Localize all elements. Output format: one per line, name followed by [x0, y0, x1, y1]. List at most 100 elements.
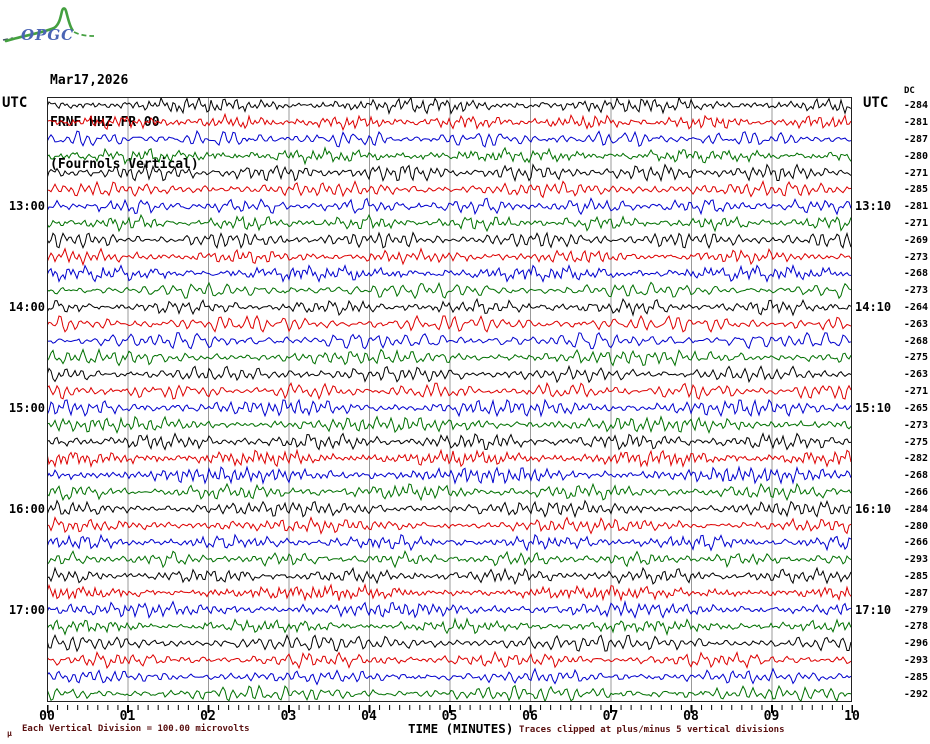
seismic-trace-row-16	[46, 364, 852, 384]
dc-offset-value-row-1: -281	[903, 117, 928, 129]
dc-offset-value-row-0: -284	[903, 100, 928, 112]
dc-offset-value-row-24: -284	[903, 503, 928, 515]
dc-offset-value-row-15: -275	[903, 352, 928, 364]
right-hour-label-14:10: 14:10	[855, 300, 892, 315]
seismic-trace-row-24	[46, 499, 852, 519]
seismic-trace-row-4	[46, 163, 852, 183]
seismic-trace-row-22	[46, 465, 852, 485]
seismogram-plot-area	[46, 95, 852, 703]
seismic-trace-row-8	[46, 231, 852, 250]
vertical-scale-note: Each Vertical Division = 100.00 microvol…	[22, 724, 250, 734]
seismic-trace-row-9	[46, 247, 852, 267]
plot-frame	[47, 97, 852, 702]
dc-offset-value-row-23: -266	[903, 486, 928, 498]
seismic-trace-row-28	[46, 566, 852, 586]
seismic-trace-row-10	[46, 263, 852, 283]
dc-offset-value-row-21: -282	[903, 453, 928, 465]
x-tick-label-06: 06	[522, 709, 538, 724]
dc-offset-value-row-9: -273	[903, 251, 928, 263]
x-axis-title: TIME (MINUTES)	[408, 721, 514, 736]
x-tick-label-07: 07	[602, 709, 619, 724]
seismic-trace-row-30	[46, 599, 852, 619]
dc-offset-value-row-14: -268	[903, 335, 928, 347]
dc-offset-value-row-8: -269	[903, 234, 928, 246]
dc-offset-value-row-17: -271	[903, 386, 928, 398]
dc-offset-value-row-6: -281	[903, 201, 928, 213]
microvolt-glyph: μ	[7, 729, 12, 738]
left-hour-label-14:00: 14:00	[8, 300, 45, 315]
dc-offset-value-row-34: -285	[903, 671, 928, 683]
seismic-trace-row-35	[46, 684, 852, 703]
dc-column-header: DC	[904, 86, 915, 96]
dc-offset-value-row-20: -275	[903, 436, 928, 448]
seismic-trace-row-18	[46, 398, 852, 418]
seismic-trace-row-31	[46, 617, 852, 637]
seismic-trace-row-23	[46, 482, 852, 502]
x-tick-label-02: 02	[200, 709, 216, 724]
seismic-trace-row-13	[46, 314, 852, 333]
seismic-trace-row-29	[46, 583, 852, 602]
dc-offset-value-row-4: -271	[903, 167, 928, 179]
dc-offset-value-row-11: -273	[903, 285, 928, 297]
record-date: Mar17,2026	[50, 73, 129, 88]
dc-offset-value-row-16: -263	[903, 369, 928, 381]
seismic-trace-row-27	[46, 549, 852, 569]
seismic-trace-row-17	[46, 381, 852, 401]
x-tick-label-08: 08	[683, 709, 699, 724]
utc-right-header: UTC	[863, 95, 889, 111]
dc-offset-value-row-10: -268	[903, 268, 928, 280]
seismic-trace-row-6	[46, 197, 852, 216]
right-hour-label-15:10: 15:10	[855, 400, 892, 415]
seismic-trace-row-15	[46, 347, 852, 367]
seismic-trace-row-20	[46, 432, 852, 451]
left-hour-label-15:00: 15:00	[8, 400, 45, 415]
dc-offset-value-row-7: -271	[903, 218, 928, 230]
seismic-trace-row-7	[46, 213, 852, 233]
right-hour-label-17:10: 17:10	[855, 602, 892, 617]
dc-offset-value-row-33: -293	[903, 654, 928, 666]
dc-offset-value-row-13: -263	[903, 318, 928, 330]
seismic-trace-row-12	[46, 297, 852, 317]
logo-mountain-slope	[4, 7, 74, 43]
dc-offset-value-row-5: -285	[903, 184, 928, 196]
seismic-trace-row-1	[46, 112, 852, 132]
dc-offset-value-row-31: -278	[903, 621, 928, 633]
right-hour-label-13:10: 13:10	[855, 199, 892, 214]
dc-offset-value-row-32: -296	[903, 638, 928, 650]
time-axis-ticks	[46, 705, 854, 713]
dc-offset-value-row-30: -279	[903, 604, 928, 616]
x-tick-label-03: 03	[280, 709, 297, 724]
seismic-trace-row-11	[46, 281, 852, 300]
dc-offset-value-row-35: -292	[903, 688, 928, 700]
dc-offset-value-row-2: -287	[903, 134, 928, 145]
logo-text: OPGC	[21, 26, 74, 44]
dc-offset-value-row-28: -285	[903, 570, 928, 582]
x-tick-label-01: 01	[119, 709, 136, 724]
clipping-note: Traces clipped at plus/minus 5 vertical …	[519, 725, 785, 735]
dc-offset-value-row-3: -280	[903, 150, 928, 162]
dc-offset-value-row-25: -280	[903, 520, 928, 532]
seismic-trace-row-14	[46, 331, 852, 350]
seismic-trace-row-19	[46, 415, 852, 435]
x-tick-label-00: 00	[39, 709, 55, 724]
left-hour-label-13:00: 13:00	[8, 199, 45, 214]
seismic-trace-row-3	[46, 146, 852, 166]
left-hour-label-17:00: 17:00	[8, 602, 45, 617]
dc-offset-value-row-18: -265	[903, 402, 928, 414]
seismic-trace-row-2	[46, 129, 852, 148]
seismic-trace-row-26	[46, 533, 852, 552]
seismic-trace-row-32	[46, 633, 852, 653]
left-hour-label-16:00: 16:00	[8, 501, 45, 516]
dc-offset-value-row-26: -266	[903, 537, 928, 549]
seismogram-canvas	[46, 95, 852, 703]
seismic-trace-row-5	[47, 179, 852, 199]
x-tick-label-04: 04	[361, 709, 377, 724]
opgc-logo-graphic: OPGC	[2, 7, 95, 44]
time-axis	[46, 702, 854, 714]
utc-left-header: UTC	[2, 95, 28, 111]
x-tick-label-05: 05	[441, 709, 458, 724]
logo-mountain-tail	[73, 31, 95, 37]
right-hour-label-16:10: 16:10	[855, 501, 892, 516]
dc-offset-value-row-22: -268	[903, 470, 928, 482]
